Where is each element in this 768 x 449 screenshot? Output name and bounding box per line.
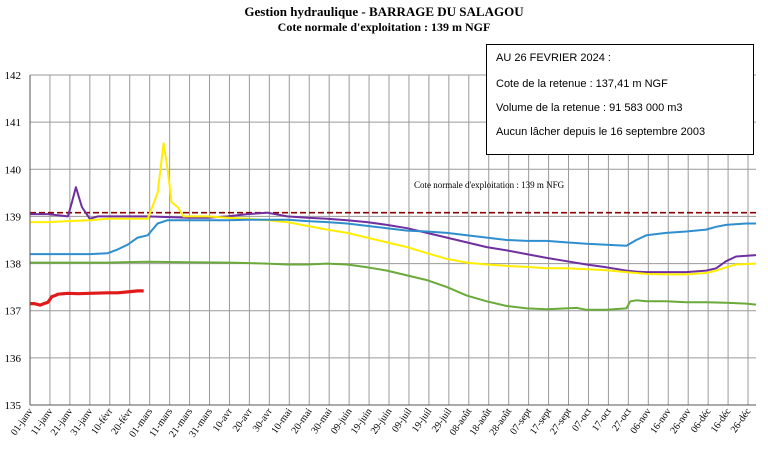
series-line-1 <box>30 142 757 276</box>
info-date: AU 26 FEVRIER 2024 : <box>496 52 611 64</box>
y-tick-label: 139 <box>5 211 22 223</box>
reference-line-label: Cote normale d'exploitation : 139 m NFG <box>414 180 565 190</box>
x-tick-label: 17-oct <box>590 406 614 433</box>
y-tick-label: 135 <box>5 400 22 412</box>
chart-title: Gestion hydraulique - BARRAGE DU SALAGOU <box>244 4 524 19</box>
info-box: AU 26 FEVRIER 2024 : Cote de la retenue … <box>486 44 754 155</box>
series-line-3 <box>30 260 757 311</box>
y-tick-label: 137 <box>5 306 22 318</box>
info-cote: Cote de la retenue : 137,41 m NGF <box>496 78 668 90</box>
x-tick-label: 29-juin <box>369 406 395 436</box>
chart-subtitle: Cote normale d'exploitation : 139 m NGF <box>277 20 491 34</box>
x-tick-label: 27-sept <box>548 406 574 437</box>
x-tick-label: 19-juil <box>410 406 434 434</box>
x-tick-label: 09-juil <box>390 406 414 434</box>
x-tick-label: 10-avr <box>211 406 235 434</box>
y-tick-label: 141 <box>5 117 22 129</box>
series-line-4 <box>30 289 144 307</box>
x-tick-label: 20-avr <box>231 406 255 434</box>
series-line-0 <box>30 186 757 274</box>
y-tick-label: 140 <box>5 164 22 176</box>
x-tick-label: 26-nov <box>668 406 693 436</box>
x-tick-label: 26-déc <box>729 406 754 435</box>
info-volume: Volume de la retenue : 91 583 000 m3 <box>496 102 683 114</box>
x-tick-label: 07-oct <box>570 406 594 433</box>
reference-line-group: Cote normale d'exploitation : 139 m NFG <box>30 180 756 214</box>
y-tick-label: 142 <box>5 70 22 82</box>
series-group <box>30 142 757 311</box>
y-tick-label: 138 <box>5 259 22 271</box>
info-lacher: Aucun lâcher depuis le 16 septembre 2003 <box>496 126 706 138</box>
y-tick-label: 136 <box>5 353 22 365</box>
series-line-2 <box>30 218 756 256</box>
